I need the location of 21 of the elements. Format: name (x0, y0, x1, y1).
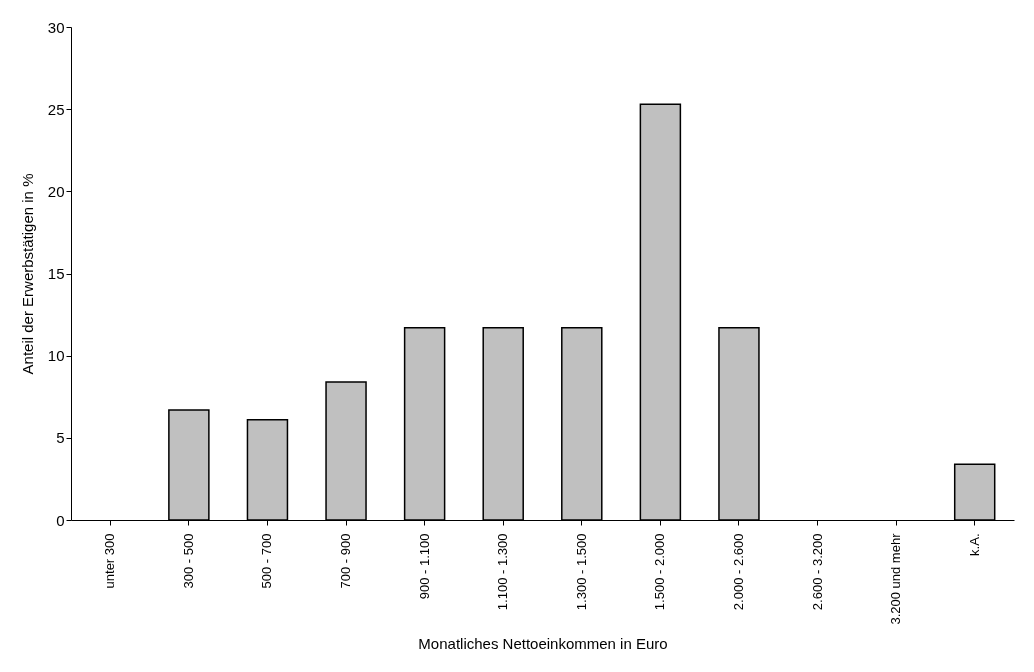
x-tick-label: 1.500 - 2.000 (652, 533, 668, 611)
x-tick-label: 3.200 und mehr (888, 532, 904, 625)
x-tick-label: unter 300 (102, 533, 118, 589)
x-tick-label: 900 - 1.100 (416, 533, 432, 600)
y-axis-title: Anteil der Erwerbstätigen in % (18, 173, 36, 375)
x-tick-label: k.A. (966, 533, 982, 556)
y-tick-label: 5 (56, 429, 65, 447)
x-tick-label: 2.600 - 3.200 (809, 533, 825, 611)
x-tick-label: 2.000 - 2.600 (730, 533, 746, 611)
y-tick-label: 20 (47, 182, 65, 200)
y-tick-label: 0 (56, 511, 65, 529)
x-tick-label: 1.100 - 1.300 (495, 533, 511, 611)
y-tick-label: 15 (47, 265, 65, 282)
x-tick-label: 1.300 - 1.500 (573, 533, 589, 611)
y-tick-label: 25 (47, 100, 65, 118)
x-tick-label: 300 - 500 (180, 533, 196, 589)
y-tick-label: 30 (47, 18, 65, 36)
x-tick-label: 700 - 900 (338, 533, 354, 589)
x-axis-title: Monatliches Nettoeinkommen in Euro (418, 634, 668, 652)
x-tick-label: 500 - 700 (259, 533, 275, 589)
y-tick-label: 10 (47, 347, 65, 365)
